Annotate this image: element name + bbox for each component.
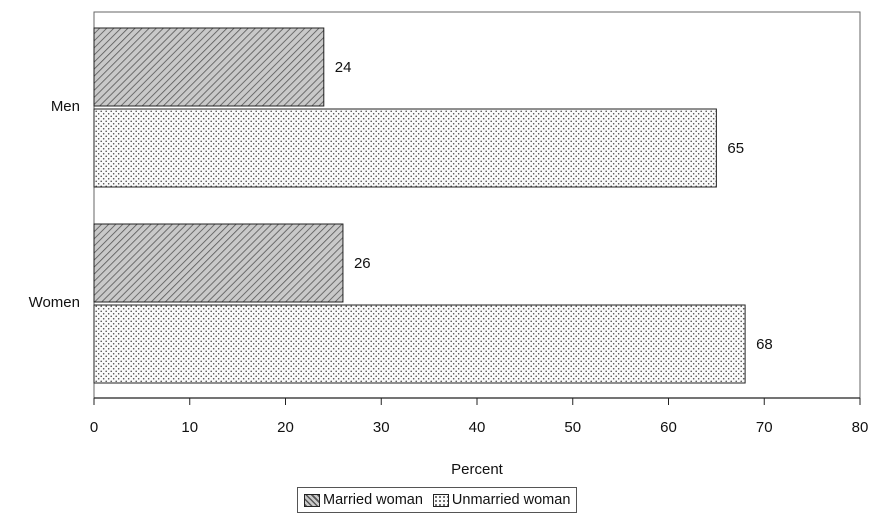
x-tick-label-50: 50	[564, 419, 581, 436]
category-label-women: Women	[29, 294, 80, 311]
married-swatch-icon	[304, 493, 320, 507]
x-tick-label-40: 40	[469, 419, 486, 436]
x-tick-label-80: 80	[852, 419, 869, 436]
x-tick-label-30: 30	[373, 419, 390, 436]
bar-women-married	[93, 223, 344, 303]
x-tick-label-20: 20	[277, 419, 294, 436]
legend-label-unmarried: Unmarried woman	[451, 492, 571, 508]
legend-label-married: Married woman	[323, 492, 423, 508]
data-label-men-married: 24	[335, 59, 352, 76]
unmarried-swatch-icon	[432, 493, 449, 507]
data-label-women-married: 26	[354, 255, 371, 272]
bar-men-unmarried	[93, 108, 717, 188]
bar-men-married	[93, 27, 325, 107]
x-tick-label-10: 10	[181, 419, 198, 436]
x-tick-label-70: 70	[756, 419, 773, 436]
x-tick-label-0: 0	[90, 419, 98, 436]
bar-women-unmarried	[93, 304, 746, 384]
x-axis-title: Percent	[451, 461, 504, 478]
legend-item-married: Married woman	[304, 492, 423, 508]
x-tick-label-60: 60	[660, 419, 677, 436]
legend-item-unmarried: Unmarried woman	[432, 492, 571, 508]
legend: Married woman Unmarried woman	[297, 487, 578, 513]
data-label-men-unmarried: 65	[727, 140, 744, 157]
category-label-men: Men	[51, 98, 80, 115]
data-label-women-unmarried: 68	[756, 336, 773, 353]
